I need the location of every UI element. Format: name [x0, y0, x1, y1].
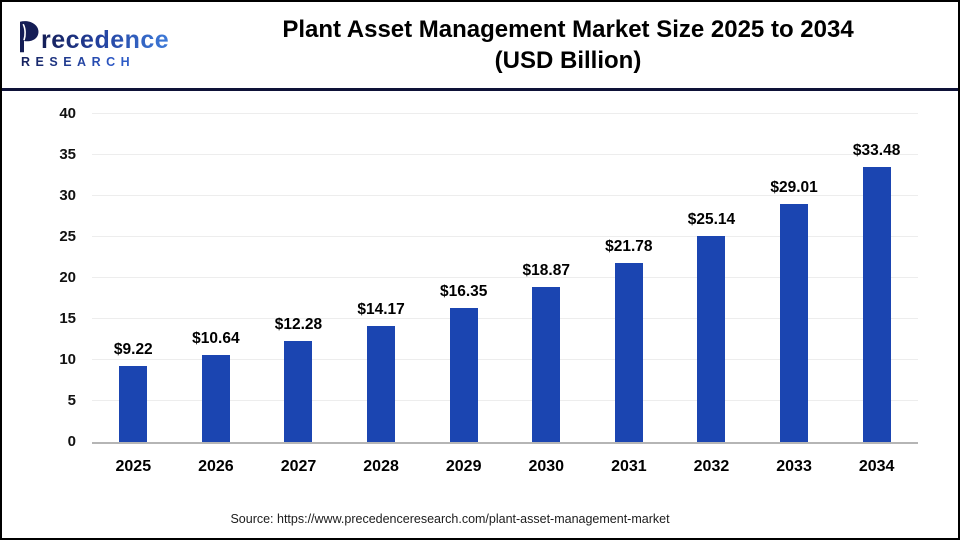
bar-column-2025: $9.22 — [92, 114, 175, 442]
x-axis-tick-label: 2029 — [445, 458, 482, 475]
bar-value-label: $18.87 — [522, 262, 570, 280]
x-axis-tick-label: 2027 — [280, 458, 317, 475]
bar-column-2029: $16.35 — [422, 114, 505, 442]
bars-container: $9.22 $10.64 $12.28 $14.17 $16.35 $18.87 $21.7… — [92, 114, 918, 442]
bar-chart: 0 5 10 15 20 25 30 35 40 $9.22 $10.64 $12.28 $14.17… — [2, 91, 958, 538]
logo-subtext: RESEARCH — [16, 56, 188, 69]
gridline — [92, 154, 918, 155]
bar-2029 — [449, 307, 478, 442]
bar-column-2030: $18.87 — [505, 114, 588, 442]
x-axis-tick-label: 2032 — [693, 458, 730, 475]
bar-2032 — [697, 235, 726, 442]
y-axis-tick-label: 30 — [59, 187, 76, 204]
x-axis-tick-label: 2025 — [115, 458, 152, 475]
header-divider — [2, 88, 958, 91]
x-axis-tick-label: 2031 — [611, 458, 647, 475]
gridline — [92, 359, 918, 360]
bar-value-label: $25.14 — [687, 210, 736, 228]
bar-2027 — [284, 341, 313, 442]
bar-value-label: $9.22 — [113, 341, 153, 359]
bar-2030 — [532, 287, 561, 442]
logo-wordmark: recedence — [16, 21, 188, 53]
bar-2033 — [780, 204, 809, 442]
logo-leaf-p-icon — [20, 21, 39, 53]
x-axis-tick-label: 2034 — [858, 458, 895, 475]
x-axis-tick-label: 2028 — [363, 458, 399, 475]
bar-column-2032: $25.14 — [670, 114, 753, 442]
bar-value-label: $29.01 — [770, 179, 818, 197]
logo-name-text: recedence — [41, 26, 170, 55]
x-axis-tick-label: 2026 — [198, 458, 234, 475]
bar-column-2026: $10.64 — [175, 114, 258, 442]
y-axis-tick-label: 20 — [59, 269, 76, 286]
gridline — [92, 277, 918, 278]
bar-value-label: $16.35 — [439, 282, 488, 300]
bar-value-label: $21.78 — [605, 238, 653, 256]
gridline — [92, 236, 918, 237]
y-axis-tick-label: 35 — [59, 146, 76, 163]
bar-column-2028: $14.17 — [340, 114, 423, 442]
bar-2026 — [201, 354, 230, 442]
chart-title-line1: Plant Asset Management Market Size 2025 … — [282, 16, 854, 43]
chart-title-line2: (USD Billion) — [494, 47, 642, 74]
gridline — [92, 195, 918, 196]
bar-column-2027: $12.28 — [257, 114, 340, 442]
plot-area — [92, 113, 918, 444]
bar-2025 — [119, 366, 148, 442]
y-axis-tick-label: 40 — [59, 105, 76, 122]
gridline — [92, 113, 918, 114]
gridline — [92, 318, 918, 319]
y-axis: 0 5 10 15 20 25 30 35 40 — [2, 105, 76, 450]
bar-column-2031: $21.78 — [588, 114, 671, 442]
x-axis-tick-label: 2033 — [776, 458, 812, 475]
y-axis-tick-label: 15 — [59, 310, 76, 327]
y-axis-tick-label: 10 — [59, 351, 76, 368]
precedence-research-logo: recedence RESEARCH — [16, 21, 188, 69]
gridline — [92, 400, 918, 401]
header: recedence RESEARCH Plant Asset Managemen… — [2, 2, 958, 88]
bar-value-label: $10.64 — [192, 329, 240, 347]
x-axis: 2025 2026 2027 2028 2029 2030 2031 2032 2033 2034 — [92, 458, 918, 476]
bar-2028 — [367, 325, 396, 442]
bar-value-label: $12.28 — [274, 316, 323, 334]
x-axis-tick-label: 2030 — [528, 458, 565, 475]
source-caption: Source: https://www.precedenceresearch.c… — [230, 512, 670, 526]
bar-value-label: $14.17 — [357, 300, 405, 318]
bar-2031 — [614, 263, 643, 442]
chart-title: Plant Asset Management Market Size 2025 … — [188, 14, 948, 76]
y-axis-tick-label: 25 — [59, 228, 76, 245]
y-axis-tick-label: 0 — [67, 433, 76, 450]
y-axis-tick-label: 5 — [67, 392, 76, 409]
bar-value-label: $33.48 — [852, 142, 901, 160]
bar-2034 — [862, 167, 891, 442]
bar-column-2033: $29.01 — [753, 114, 836, 442]
bar-column-2034: $33.48 — [835, 114, 918, 442]
